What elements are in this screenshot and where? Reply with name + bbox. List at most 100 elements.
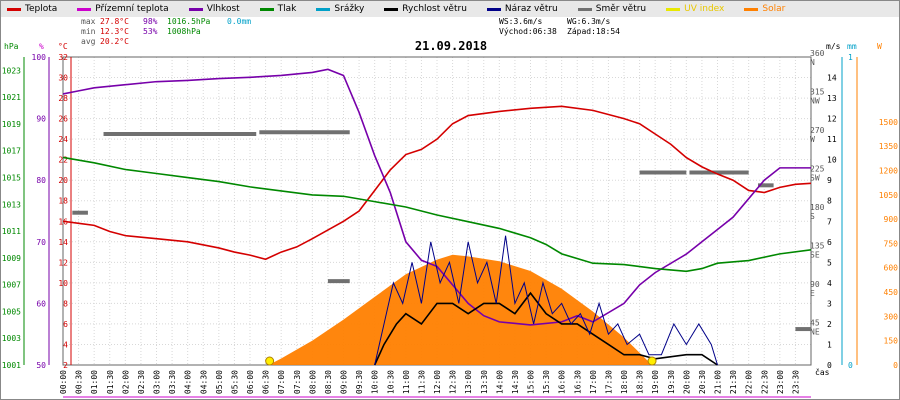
legend-swatch <box>7 7 21 11</box>
tick-label-humidity_pct: 60 <box>36 299 46 308</box>
legend-item: Rychlost větru <box>384 4 467 14</box>
tick-label-time: 05:30 <box>230 370 239 394</box>
legend-item: Solar <box>744 4 785 14</box>
tick-label-time: 19:00 <box>651 370 660 394</box>
series-line-vlhkost <box>62 68 811 326</box>
tick-label-time: 15:30 <box>542 370 551 394</box>
tick-label-pressure_hpa: 1001 <box>2 361 21 370</box>
tick-label-temperature_c: 4 <box>63 340 68 349</box>
legend-item: Vlhkost <box>188 4 240 14</box>
legend-swatch <box>259 7 274 11</box>
tick-label-time: 09:00 <box>340 370 349 394</box>
tick-label-time: 03:00 <box>153 370 162 394</box>
tick-label-direction: 270 <box>810 126 825 135</box>
legend-item: UV index <box>666 4 724 14</box>
tick-label-temperature_c: 10 <box>58 279 68 288</box>
tick-label-time: 21:30 <box>729 370 738 394</box>
legend-swatch <box>577 7 592 11</box>
tick-label-direction: 225 <box>810 165 825 174</box>
weather-chart: 1001100310051007100910111013101510171019… <box>2 17 899 398</box>
stat-max-press: 1016.5hPa <box>167 17 211 26</box>
tick-label-time: 18:30 <box>636 370 645 394</box>
tick-label-time: 07:30 <box>293 370 302 394</box>
tick-label-humidity_pct: 80 <box>36 176 46 185</box>
tick-label-humidity_pct: 90 <box>36 115 46 124</box>
tick-label-time: 04:00 <box>184 370 193 394</box>
tick-label-wind: 1 <box>827 340 832 349</box>
tick-label-time: 08:30 <box>324 370 333 394</box>
tick-label-pressure_hpa: 1023 <box>2 66 21 75</box>
tick-label-solar: 600 <box>884 264 899 273</box>
tick-label-direction: 135 <box>810 242 825 251</box>
stat-avg-temp: 20.2°C <box>100 37 129 46</box>
wind-wg: WG:6.3m/s <box>567 17 611 26</box>
tick-label-time: 19:30 <box>667 370 676 394</box>
solar-area <box>268 254 653 365</box>
legend-item: Směr větru <box>577 4 646 14</box>
series-line-tlak <box>62 156 812 273</box>
tick-label-time: 22:30 <box>760 370 769 394</box>
tick-label-wind: 13 <box>827 94 837 103</box>
tick-label-time: 11:00 <box>402 370 411 394</box>
series-line-teplota <box>62 105 812 261</box>
tick-label-pressure_hpa: 1005 <box>2 307 21 316</box>
legend-label: Rychlost větru <box>402 4 467 14</box>
tick-label-pressure_hpa: 1007 <box>2 281 21 290</box>
tick-label-direction-name: SE <box>810 251 820 260</box>
legend-label: Srážky <box>334 4 365 14</box>
tick-label-direction-name: S <box>810 212 815 221</box>
tick-label-direction-name: N <box>810 58 815 67</box>
legend-swatch <box>77 7 92 11</box>
tick-label-temperature_c: 2 <box>63 361 68 370</box>
tick-label-time: 10:00 <box>371 370 380 394</box>
chart-title-date: 21.09.2018 <box>415 39 487 53</box>
tick-label-time: 04:30 <box>199 370 208 394</box>
tick-label-time: 17:00 <box>589 370 598 394</box>
tick-label-wind: 12 <box>827 115 837 124</box>
tick-label-time: 02:30 <box>137 370 146 394</box>
chart-legend: Teplota Přízemní teplota Vlhkost Tlak Srážky… <box>1 1 899 17</box>
tick-label-wind: 11 <box>827 135 837 144</box>
tick-label-time: 21:00 <box>714 370 723 394</box>
tick-label-wind: 0 <box>827 361 832 370</box>
tick-label-direction: 90 <box>810 280 820 289</box>
legend-label: Přízemní teplota <box>95 4 169 14</box>
tick-label-pressure_hpa: 1013 <box>2 200 21 209</box>
tick-label-time: 12:30 <box>449 370 458 394</box>
tick-label-pressure_hpa: 1009 <box>2 254 21 263</box>
tick-label-time: 16:00 <box>558 370 567 394</box>
sunrise-marker <box>265 356 275 366</box>
tick-label-temperature_c: 26 <box>58 115 68 124</box>
legend-item: Přízemní teplota <box>77 4 169 14</box>
axis-unit-temp: °C <box>58 42 68 51</box>
tick-label-time: 10:30 <box>386 370 395 394</box>
tick-label-direction-name: NW <box>810 97 820 106</box>
tick-label-direction: 315 <box>810 88 825 97</box>
tick-label-time: 09:30 <box>355 370 364 394</box>
tick-label-wind: 4 <box>827 279 832 288</box>
tick-label-solar: 1050 <box>879 191 898 200</box>
tick-label-wind: 10 <box>827 156 837 165</box>
tick-label-solar: 0 <box>893 361 898 370</box>
legend-label: Tlak <box>277 4 297 14</box>
tick-label-temperature_c: 24 <box>58 135 68 144</box>
tick-label-direction: 360 <box>810 49 825 58</box>
tick-label-time: 14:30 <box>511 370 520 394</box>
tick-label-time: 20:00 <box>682 370 691 394</box>
tick-label-wind: 3 <box>827 299 832 308</box>
legend-label: Solar <box>762 4 786 14</box>
tick-label-solar: 1350 <box>879 142 898 151</box>
series-line-náraz-větru <box>374 235 718 366</box>
tick-label-humidity_pct: 70 <box>36 238 46 247</box>
stat-min-temp: 12.3°C <box>100 27 129 36</box>
legend-swatch <box>384 7 399 11</box>
tick-label-time: 20:30 <box>698 370 707 394</box>
sunset-marker <box>647 356 657 366</box>
tick-label-time: 17:30 <box>604 370 613 394</box>
tick-label-time: 12:00 <box>433 370 442 394</box>
stat-max-hum: 98% <box>143 17 158 26</box>
tick-label-solar: 450 <box>884 288 899 297</box>
stat-avg-label: avg <box>81 37 96 46</box>
legend-swatch <box>316 7 331 11</box>
